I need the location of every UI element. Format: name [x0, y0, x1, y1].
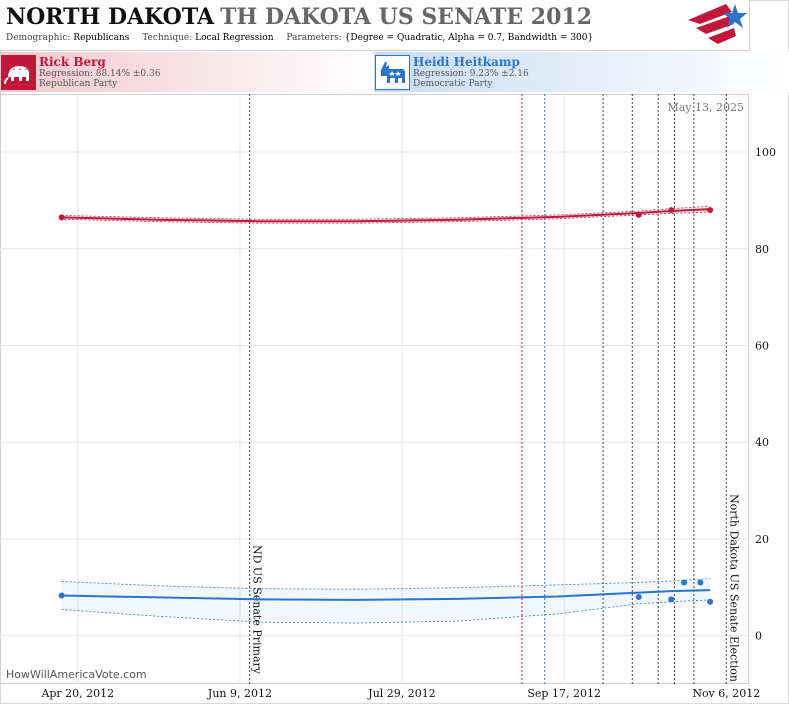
grid: [0, 94, 749, 684]
site-watermark: HowWillAmericaVote.com: [6, 668, 147, 681]
y-axis: 0 20 40 60 80 100: [755, 146, 776, 643]
series-lines: [61, 208, 711, 601]
poll-point: [668, 207, 675, 214]
parameters-value: {Degree = Quadratic, Alpha = 0.7, Bandwi…: [344, 33, 594, 43]
band-lower-line: [61, 599, 711, 624]
y-tick-label: 40: [755, 436, 769, 449]
poll-point: [58, 592, 65, 599]
x-tick-label: Jun 9, 2012: [207, 687, 272, 700]
x-tick-label: Sep 17, 2012: [527, 687, 601, 700]
demographic-value: Republicans: [73, 33, 130, 43]
poll-point: [635, 211, 642, 218]
parameters-label: Parameters:: [286, 33, 342, 43]
y-tick-label: 20: [755, 533, 769, 546]
poll-point: [635, 593, 642, 600]
technique-label: Technique:: [142, 33, 193, 43]
x-tick-label: Nov 6, 2012: [692, 687, 760, 700]
candidate-name: Heidi Heitkamp: [413, 55, 520, 69]
poll-point: [697, 579, 704, 586]
trend-line: [61, 589, 711, 601]
band-lower-line: [61, 211, 711, 224]
candidate-party: Democratic Party: [413, 79, 493, 89]
y-tick-label: 80: [755, 243, 769, 256]
candidate-regression: Regression: 9.23% ±2.16: [413, 69, 529, 79]
event-lines: ND US Senate Primary North Dakota US Sena…: [249, 94, 740, 684]
title-race: TH DAKOTA US SENATE 2012: [220, 4, 593, 30]
plot-area: [0, 94, 749, 684]
confidence-band: [61, 206, 711, 224]
candidate-name: Rick Berg: [39, 55, 106, 69]
candidate-rick-berg: Rick Berg Regression: 88.14% ±0.36 Repub…: [0, 52, 374, 92]
event-label: ND US Senate Primary: [251, 545, 264, 675]
poll-point: [707, 598, 714, 605]
confidence-bands: [61, 205, 711, 624]
poll-point: [707, 207, 714, 214]
candidate-regression: Regression: 88.14% ±0.36: [39, 69, 161, 79]
technique-value: Local Regression: [195, 33, 274, 43]
y-tick-label: 0: [755, 630, 762, 643]
poll-point: [668, 596, 675, 603]
candidate-party: Republican Party: [39, 79, 118, 89]
confidence-band: [61, 578, 711, 624]
poll-points: [58, 207, 714, 605]
trend-line: [61, 208, 711, 223]
chart-title: NORTH DAKOTA TH DAKOTA US SENATE 2012: [6, 4, 592, 30]
y-tick-label: 100: [755, 146, 776, 159]
candidate-heidi-heitkamp: Heidi Heitkamp Regression: 9.23% ±2.16 D…: [374, 52, 789, 92]
elephant-icon: [1, 55, 36, 90]
chart-header: NORTH DAKOTA TH DAKOTA US SENATE 2012 Dem…: [0, 0, 750, 51]
y-tick-label: 60: [755, 339, 769, 352]
poll-point: [681, 579, 688, 586]
flag-star-logo-icon: [688, 4, 747, 44]
event-label: North Dakota US Senate Election: [727, 494, 740, 682]
x-tick-label: Jul 29, 2012: [367, 687, 436, 700]
x-tick-label: Apr 20, 2012: [40, 687, 114, 700]
donkey-icon: [375, 55, 410, 90]
date-stamp: May 13, 2025: [667, 101, 744, 114]
title-state: NORTH DAKOTA: [6, 4, 215, 30]
parameters-line: Demographic: Republicans Technique: Loca…: [6, 33, 603, 43]
x-axis: Apr 20, 2012 Jun 9, 2012 Jul 29, 2012 Sep 1…: [40, 687, 760, 700]
poll-point: [58, 214, 65, 221]
demographic-label: Demographic:: [6, 33, 71, 43]
